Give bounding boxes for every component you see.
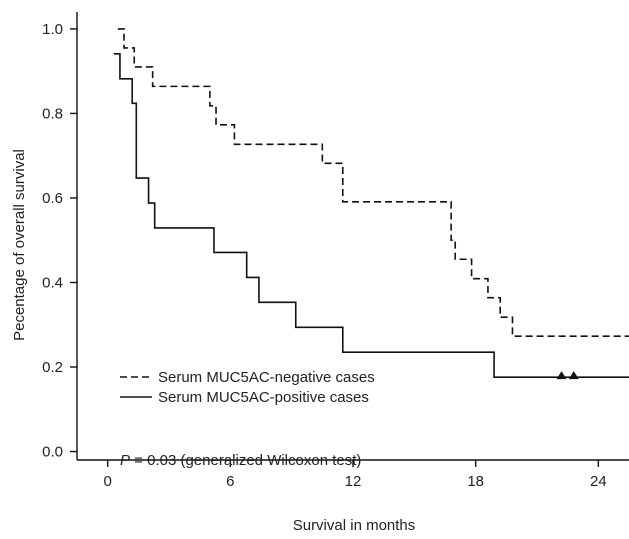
censor-markers [556,371,579,380]
axes: 0 6 12 18 24 0.0 0.2 0.4 0.6 0.8 1.0 [42,12,629,490]
series-group [113,28,629,378]
legend: Serum MUC5AC-negative cases Serum MUC5AC-… [120,369,375,406]
y-tick-label: 0.0 [42,444,63,461]
annotation-text: = 0.03 (generalized Wilcoxon test) [130,452,361,469]
y-tick-label: 0.4 [42,274,63,291]
y-tick-label: 0.8 [42,105,63,122]
x-tick-label: 18 [467,473,484,490]
significance-annotation: P = 0.03 (generalized Wilcoxon test) [120,452,361,469]
censor-triangle-marker [556,371,567,380]
censor-triangle-marker [568,371,579,380]
x-tick-label: 0 [103,473,111,490]
series-line-negative [117,28,629,337]
legend-label-1: Serum MUC5AC-positive cases [158,389,369,406]
y-tick-label: 0.6 [42,190,63,207]
x-tick-label: 12 [345,473,362,490]
y-tick-label: 0.2 [42,359,63,376]
x-tick-label: 24 [590,473,607,490]
legend-label-0: Serum MUC5AC-negative cases [158,369,375,386]
x-ticks: 0 6 12 18 24 [103,460,607,490]
y-axis-title: Pecentage of overall survival [11,149,28,341]
series-line-positive [113,53,629,378]
y-ticks: 0.0 0.2 0.4 0.6 0.8 1.0 [42,21,77,461]
annotation-p: P [120,452,130,469]
x-axis-title: Survival in months [293,517,416,534]
y-tick-label: 1.0 [42,21,63,38]
x-tick-label: 6 [226,473,234,490]
